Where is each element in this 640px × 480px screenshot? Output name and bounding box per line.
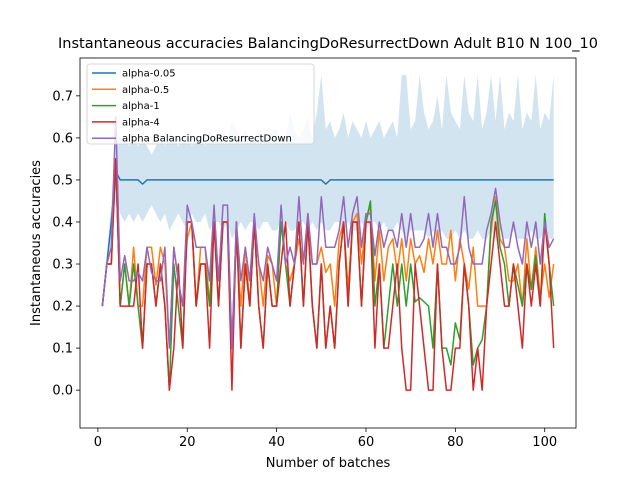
y-tick-label: 0.1 (52, 342, 73, 357)
legend: alpha-0.05 alpha-0.5 alpha-1 alpha-4 alpha B… (86, 63, 315, 145)
x-tick-label: 100 (532, 435, 557, 450)
series-lines (101, 116, 555, 391)
y-tick-label: 0.7 (52, 89, 73, 104)
chart-title: Instantaneous accuracies BalancingDoResu… (58, 36, 598, 52)
legend-label: alpha BalancingDoResurrectDown (122, 134, 292, 145)
x-tick-label: 40 (268, 435, 285, 450)
x-tick-label: 60 (358, 435, 375, 450)
y-tick-label: 0.5 (52, 173, 73, 188)
y-tick-label: 0.6 (52, 131, 73, 146)
y-tick-label: 0.2 (52, 300, 73, 315)
plot-frame (79, 57, 577, 429)
x-axis-label: Number of batches (266, 456, 391, 471)
x-tick-label: 20 (179, 435, 196, 450)
x-tick-label: 0 (94, 435, 102, 450)
y-axis: 0.0 0.1 0.2 0.3 0.4 0.5 0.6 0.7 (52, 89, 80, 399)
band-alpha-0-05 (102, 74, 554, 307)
plot-area (101, 74, 555, 391)
legend-box (86, 63, 315, 145)
line-alpha-0-05 (101, 170, 554, 307)
legend-label: alpha-1 (122, 101, 160, 112)
x-axis: 0 20 40 60 80 100 (94, 428, 557, 450)
y-axis-label: Instantaneous accuracies (29, 160, 44, 326)
legend-label: alpha-0.05 (122, 69, 176, 80)
x-tick-label: 80 (447, 435, 464, 450)
line-alpha-balancingdoresurrectdown (101, 116, 555, 349)
legend-label: alpha-0.5 (122, 85, 169, 96)
y-tick-label: 0.4 (52, 215, 73, 230)
y-tick-label: 0.3 (52, 258, 73, 273)
legend-label: alpha-4 (122, 117, 160, 128)
confidence-bands (102, 74, 554, 307)
y-tick-label: 0.0 (52, 384, 73, 399)
